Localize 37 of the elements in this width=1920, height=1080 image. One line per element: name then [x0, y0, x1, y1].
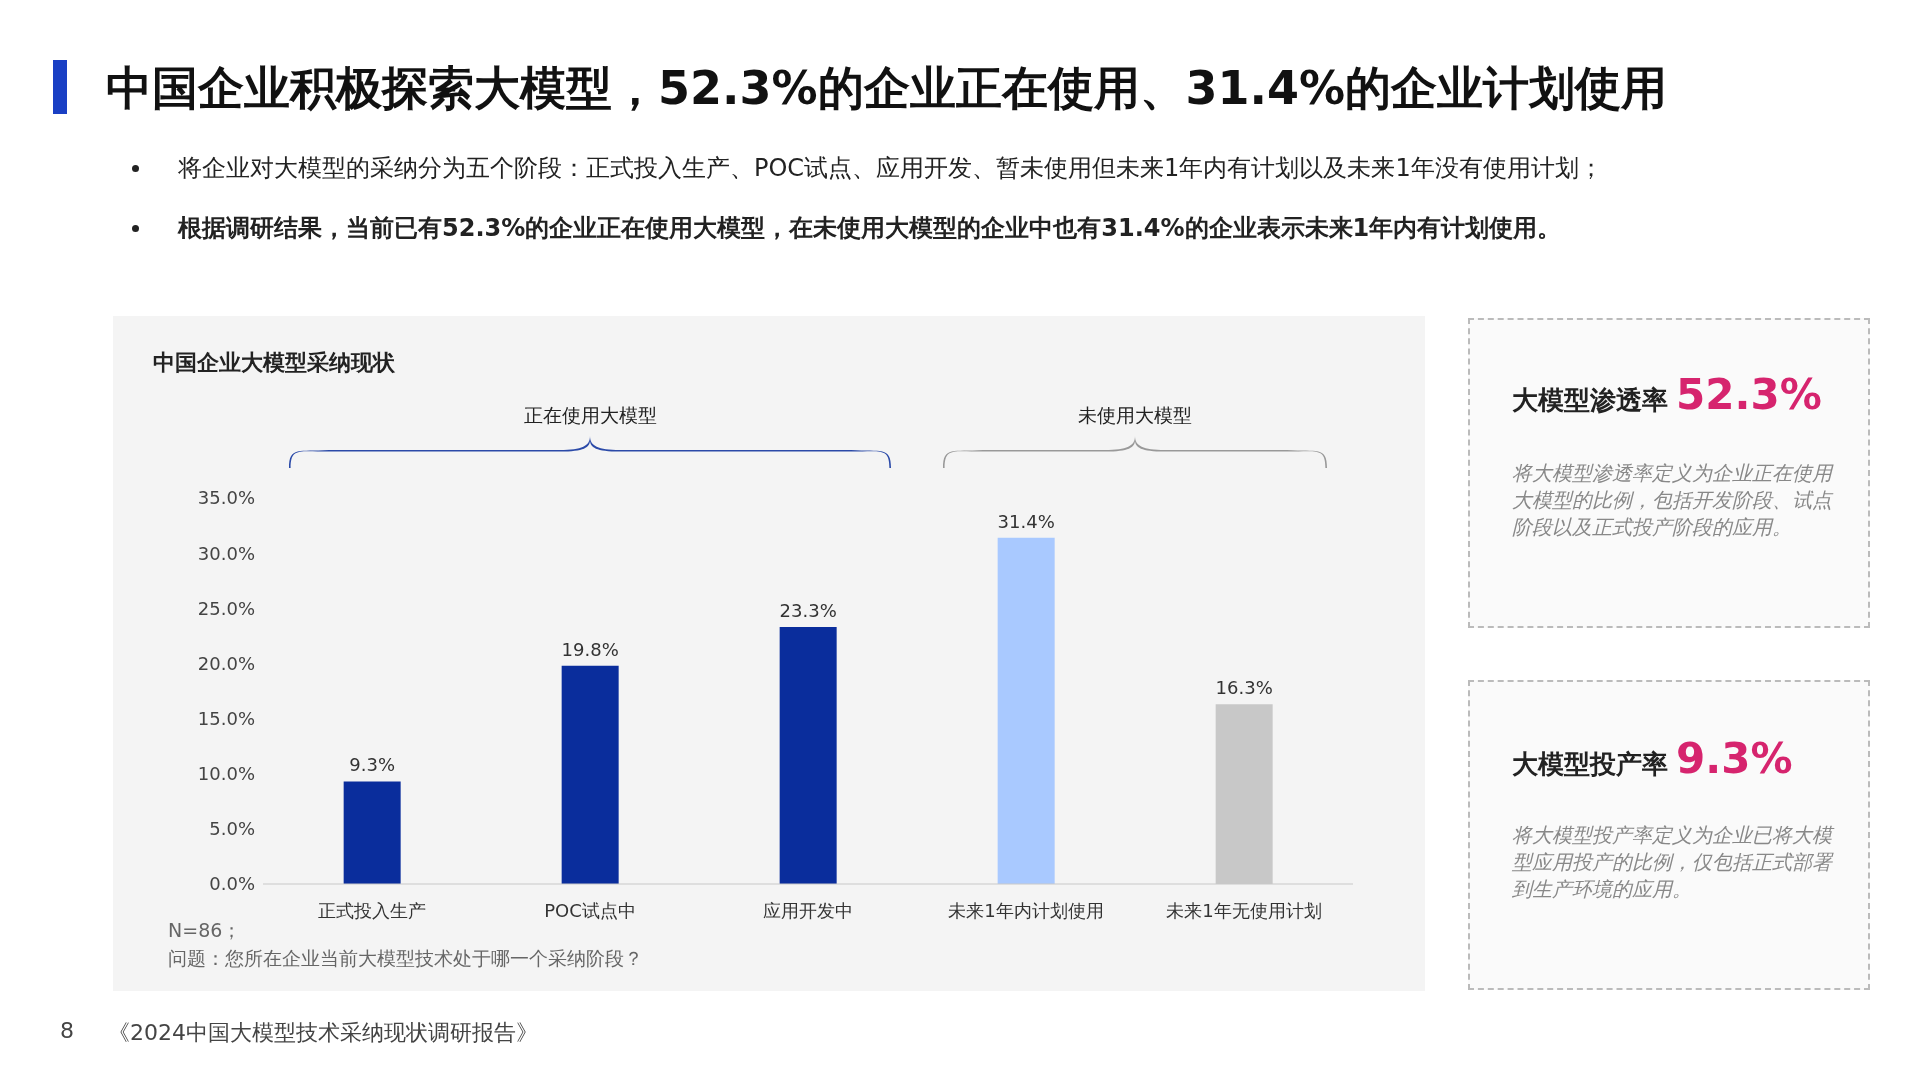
- y-tick-label: 35.0%: [197, 487, 255, 509]
- text: 将企业对大模型的采纳分为五个阶段：正式投入生产、POC试点、应用开发、暂未使用但未来1年内有计划以及未来1年没有使用计划；: [178, 153, 1604, 184]
- bar: [343, 781, 401, 884]
- text: 根据调研结果，当前已有52.3%的企业正在使用大模型，在未使用大模型的企业中也有31.4%的企业表示未来1年内有计划使用。: [178, 213, 1563, 244]
- x-tick-label: 应用开发中: [763, 899, 853, 921]
- text: 大模型投产率: [1512, 748, 1668, 781]
- x-tick-label: 未来1年内计划使用: [948, 899, 1104, 921]
- text: N=86；: [168, 919, 242, 941]
- text: 将大模型渗透率定义为企业正在使用大模型的比例，包括开发阶段、试点阶段以及正式投产阶段的应用。: [1512, 460, 1832, 541]
- data-label: 31.4%: [997, 510, 1055, 532]
- data-label: 9.3%: [349, 754, 396, 776]
- text: 大模型渗透率: [1512, 384, 1668, 417]
- chart-title: 中国企业积极探索大模型，52.3%的企业正在使用、31.4%的企业计划使用: [106, 60, 1668, 117]
- x-tick-label: 正式投入生产: [318, 899, 426, 921]
- y-tick-label: 10.0%: [197, 763, 255, 785]
- text: 问题：您所在企业当前大模型技术处于哪一个采纳阶段？: [168, 946, 643, 971]
- y-tick-label: 0.0%: [209, 873, 255, 895]
- bar: [779, 627, 837, 884]
- text: 52.3%: [1676, 370, 1822, 419]
- text: 未使用大模型: [1077, 403, 1193, 428]
- data-label: 19.8%: [561, 638, 619, 660]
- bar: [997, 537, 1055, 884]
- text: 《2024中国大模型技术采纳现状调研报告》: [108, 1019, 538, 1047]
- bar: [561, 665, 619, 884]
- y-tick-label: 15.0%: [197, 707, 255, 729]
- x-tick-label: 未来1年无使用计划: [1166, 899, 1322, 921]
- y-tick-label: 20.0%: [197, 652, 255, 674]
- text: 正在使用大模型: [522, 403, 658, 428]
- data-label: 23.3%: [779, 600, 837, 622]
- y-tick-label: 25.0%: [197, 597, 255, 619]
- text: 8: [60, 1018, 74, 1043]
- chart-subtitle: 中国企业大模型采纳现状: [153, 349, 395, 377]
- x-tick-label: POC试点中: [544, 899, 636, 921]
- data-label: 16.3%: [1215, 677, 1273, 699]
- y-tick-label: 5.0%: [209, 818, 255, 840]
- text: 9.3%: [1676, 734, 1793, 783]
- y-tick-label: 30.0%: [197, 542, 255, 564]
